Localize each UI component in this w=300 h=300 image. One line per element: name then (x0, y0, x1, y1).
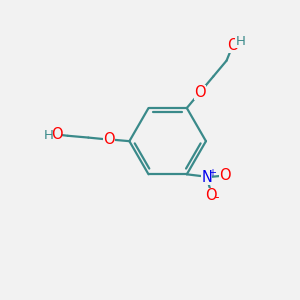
Text: H: H (43, 130, 53, 142)
Text: O: O (51, 127, 62, 142)
Text: N: N (201, 170, 212, 185)
Text: +: + (208, 167, 216, 178)
Text: O: O (103, 132, 115, 147)
Text: O: O (194, 85, 206, 100)
Text: -: - (214, 191, 218, 204)
Text: O: O (206, 188, 217, 203)
Text: O: O (219, 168, 231, 183)
Text: H: H (236, 35, 245, 48)
Text: O: O (227, 38, 239, 53)
